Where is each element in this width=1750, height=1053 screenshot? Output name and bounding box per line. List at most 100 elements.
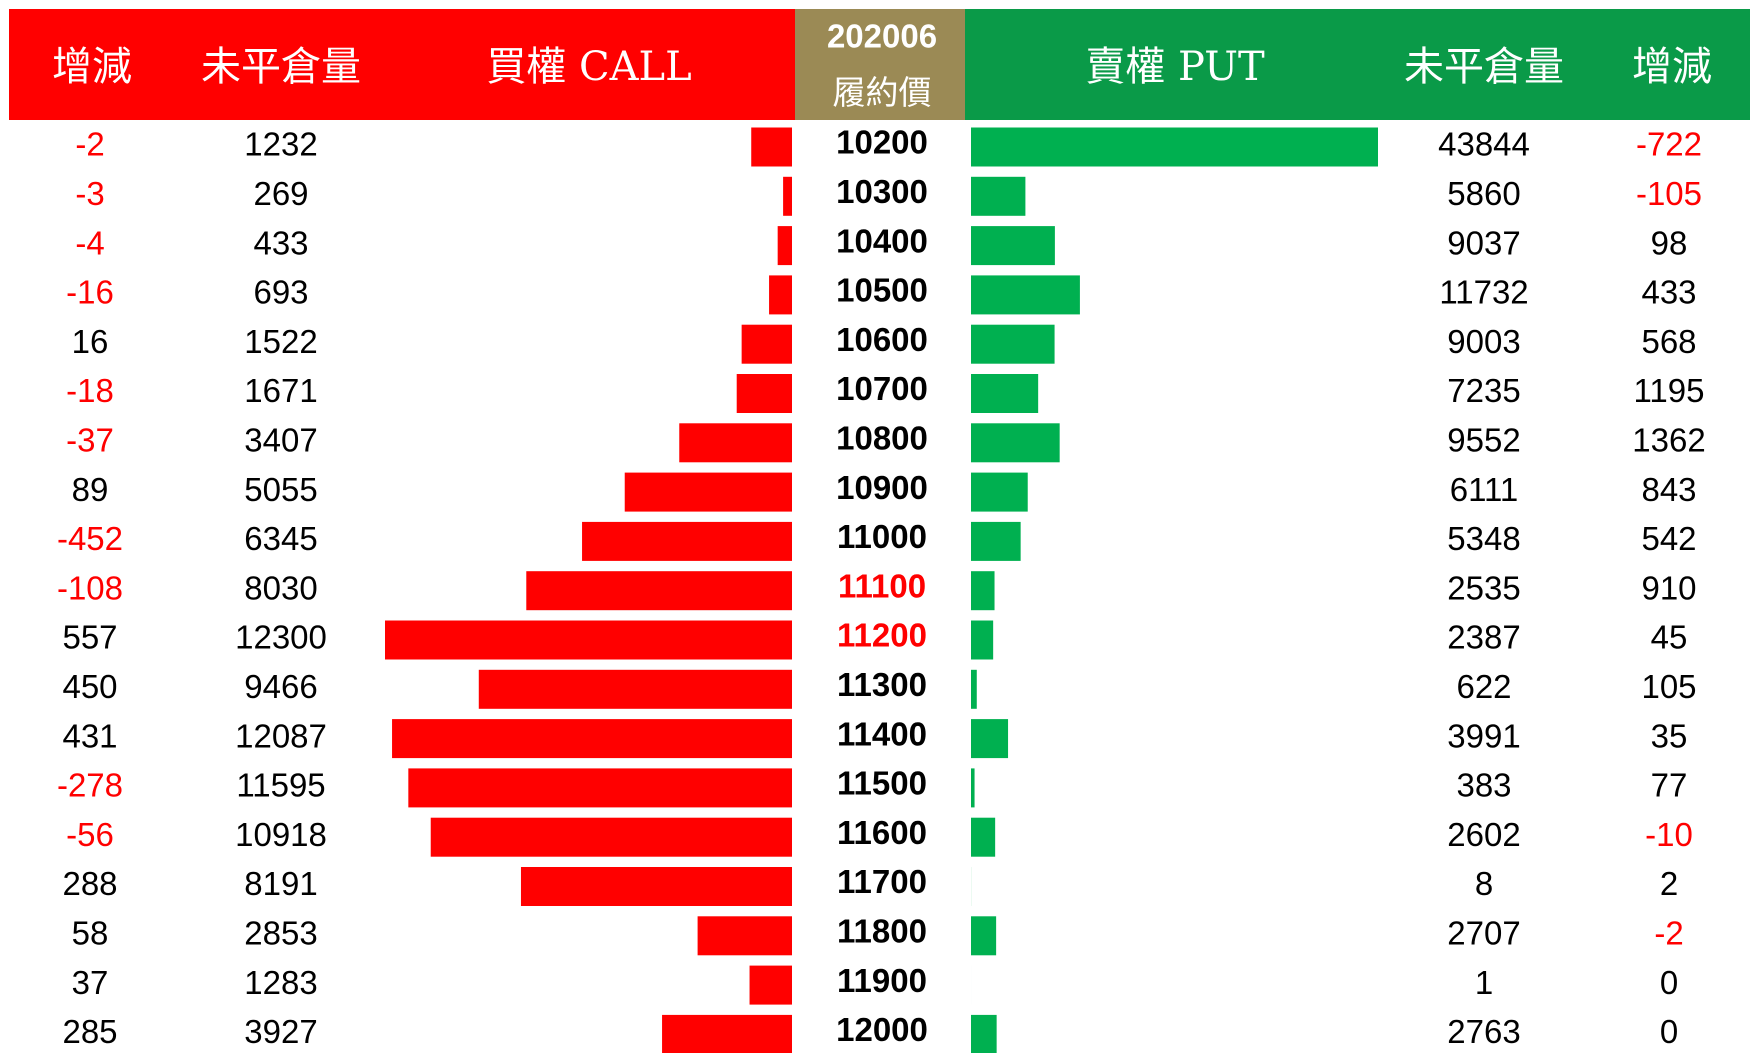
put-bar — [971, 817, 996, 857]
put-bar — [971, 571, 995, 611]
call-change: 557 — [62, 619, 117, 656]
strike: 10900 — [836, 469, 928, 506]
call-oi: 6345 — [244, 520, 317, 557]
call-oi-header: 未平倉量 — [201, 44, 361, 90]
call-change: -16 — [66, 274, 114, 311]
put-oi: 2387 — [1447, 619, 1520, 656]
put-change: 843 — [1641, 471, 1696, 508]
call-oi: 8191 — [244, 865, 317, 902]
call-bar — [662, 1014, 792, 1053]
strike: 10400 — [836, 222, 928, 259]
put-oi: 622 — [1456, 668, 1511, 705]
strike: 10800 — [836, 420, 928, 457]
call-oi: 2853 — [244, 915, 317, 952]
put-bar — [971, 127, 1378, 167]
call-change: -2 — [75, 126, 104, 163]
call-change: 89 — [72, 471, 109, 508]
put-change: 1195 — [1634, 372, 1705, 409]
call-bar — [749, 965, 792, 1005]
call-oi: 1232 — [244, 126, 317, 163]
call-oi: 1522 — [244, 323, 317, 360]
put-bar — [971, 768, 975, 808]
put-bar — [971, 324, 1055, 364]
put-change: 0 — [1660, 964, 1678, 1001]
call-oi: 693 — [253, 274, 308, 311]
strike-header-bg — [795, 9, 965, 120]
call-change: -37 — [66, 422, 114, 459]
call-change: -452 — [57, 520, 123, 557]
call-bar — [783, 176, 792, 216]
put-oi-header: 未平倉量 — [1404, 44, 1564, 90]
call-change: 285 — [62, 1013, 117, 1050]
put-bar — [971, 275, 1080, 315]
call-change: -4 — [75, 224, 104, 261]
put-oi: 5348 — [1447, 520, 1520, 557]
put-bar — [971, 669, 977, 709]
call-bar — [736, 374, 792, 413]
call-change: -278 — [57, 767, 123, 804]
put-oi: 11732 — [1439, 274, 1528, 311]
put-bar — [971, 719, 1009, 759]
put-change: -2 — [1654, 915, 1683, 952]
put-bar — [971, 472, 1028, 512]
put-header: 賣權 PUT — [1085, 44, 1265, 90]
call-bar — [679, 423, 792, 463]
call-change: -3 — [75, 175, 104, 212]
call-oi: 3407 — [244, 422, 317, 459]
call-oi: 11595 — [236, 767, 325, 804]
strike: 10200 — [836, 124, 928, 161]
strike: 12000 — [836, 1011, 928, 1048]
call-bar — [385, 620, 792, 660]
call-oi: 3927 — [244, 1013, 317, 1050]
put-change: -105 — [1636, 175, 1702, 212]
put-bar — [971, 176, 1026, 216]
put-oi: 9552 — [1447, 422, 1520, 459]
put-oi: 2535 — [1447, 569, 1520, 606]
put-oi: 6111 — [1450, 471, 1519, 508]
strike: 10300 — [836, 173, 928, 210]
put-change: 77 — [1651, 767, 1688, 804]
put-change: 2 — [1660, 865, 1678, 902]
call-bar — [624, 472, 792, 512]
put-oi: 2602 — [1447, 816, 1520, 853]
put-change: 98 — [1651, 224, 1688, 261]
strike: 11100 — [838, 567, 926, 604]
put-bar — [971, 620, 994, 660]
put-oi: 43844 — [1438, 126, 1530, 163]
call-bar — [478, 669, 792, 709]
strike: 11300 — [837, 666, 927, 703]
call-change: 37 — [72, 964, 109, 1001]
strike: 11900 — [837, 962, 927, 999]
put-change: 542 — [1641, 520, 1696, 557]
put-change: 910 — [1641, 569, 1696, 606]
put-bar — [971, 521, 1021, 561]
call-bar — [741, 324, 792, 364]
put-oi: 2763 — [1447, 1013, 1520, 1050]
call-change: 288 — [62, 865, 117, 902]
put-change: 0 — [1660, 1013, 1678, 1050]
strike: 11800 — [837, 913, 927, 950]
put-change: 1362 — [1632, 422, 1705, 459]
put-oi: 9003 — [1447, 323, 1520, 360]
strike: 11600 — [837, 814, 927, 851]
put-oi: 3991 — [1447, 717, 1520, 754]
call-oi: 269 — [253, 175, 308, 212]
strike: 11700 — [837, 863, 927, 900]
call-bar — [430, 817, 792, 857]
call-oi: 433 — [253, 224, 308, 261]
strike: 10500 — [836, 272, 928, 309]
call-bar — [697, 916, 792, 956]
call-bar — [582, 521, 792, 561]
call-oi: 10918 — [235, 816, 327, 853]
call-bar — [392, 719, 792, 759]
call-change: 16 — [72, 323, 109, 360]
call-oi: 1671 — [244, 372, 317, 409]
put-oi: 9037 — [1447, 224, 1520, 261]
call-oi: 8030 — [244, 569, 317, 606]
put-bar — [971, 916, 997, 956]
put-oi: 8 — [1475, 865, 1493, 902]
call-oi: 1283 — [244, 964, 317, 1001]
call-oi: 5055 — [244, 471, 317, 508]
put-oi: 1 — [1475, 964, 1493, 1001]
